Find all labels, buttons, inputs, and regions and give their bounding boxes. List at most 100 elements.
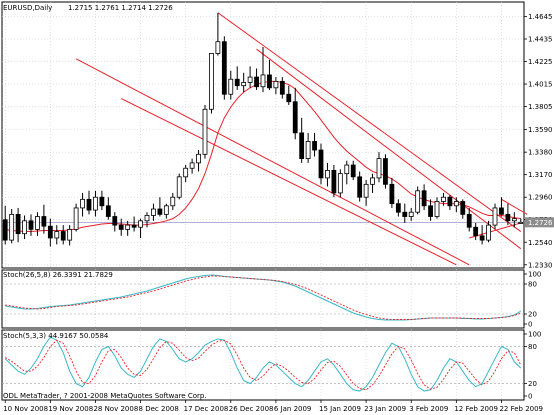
candle[interactable]: [189, 158, 195, 174]
candle[interactable]: [350, 160, 356, 181]
candle[interactable]: [511, 212, 517, 228]
candle[interactable]: [215, 12, 221, 56]
candle[interactable]: [209, 53, 214, 114]
candle-body: [60, 231, 66, 241]
candle[interactable]: [370, 173, 375, 193]
candle[interactable]: [35, 212, 40, 236]
candle-body: [299, 132, 305, 159]
candle[interactable]: [125, 220, 131, 236]
price-panel[interactable]: [2, 12, 528, 266]
candle-body: [247, 76, 253, 83]
candle[interactable]: [453, 197, 459, 213]
candle[interactable]: [2, 205, 8, 245]
candle[interactable]: [363, 180, 369, 206]
candle[interactable]: [428, 199, 433, 221]
candle-body: [447, 196, 453, 207]
candle[interactable]: [99, 190, 105, 211]
candle[interactable]: [163, 203, 169, 219]
candle[interactable]: [234, 66, 240, 90]
candle[interactable]: [492, 203, 498, 230]
candle-body: [331, 169, 337, 194]
candle[interactable]: [337, 169, 343, 198]
candle[interactable]: [60, 225, 66, 245]
candle[interactable]: [292, 87, 298, 140]
candle-body: [466, 213, 472, 228]
candle[interactable]: [28, 214, 34, 236]
candle[interactable]: [86, 190, 92, 215]
candle[interactable]: [305, 132, 311, 163]
candle[interactable]: [499, 197, 504, 217]
candle[interactable]: [151, 203, 156, 221]
candle[interactable]: [196, 150, 201, 172]
candle[interactable]: [73, 203, 79, 232]
candle[interactable]: [54, 225, 60, 245]
candle[interactable]: [67, 225, 73, 246]
candle[interactable]: [344, 160, 350, 185]
candle[interactable]: [260, 47, 266, 93]
candle[interactable]: [183, 165, 189, 183]
candle[interactable]: [325, 162, 330, 187]
candle[interactable]: [505, 203, 511, 226]
candle[interactable]: [415, 186, 421, 215]
candle[interactable]: [318, 143, 324, 185]
candle[interactable]: [41, 204, 47, 234]
candle[interactable]: [80, 192, 85, 217]
candle-body: [151, 208, 156, 216]
candle[interactable]: [383, 154, 388, 189]
candle[interactable]: [202, 104, 208, 159]
candle[interactable]: [473, 222, 479, 241]
candle[interactable]: [466, 207, 472, 232]
candle[interactable]: [47, 218, 53, 247]
candle[interactable]: [273, 77, 279, 95]
candle[interactable]: [279, 77, 285, 99]
candle[interactable]: [22, 215, 27, 240]
candle[interactable]: [267, 59, 272, 90]
candle[interactable]: [176, 173, 182, 200]
candle[interactable]: [221, 36, 227, 100]
candle[interactable]: [486, 220, 491, 243]
candle-body: [518, 221, 524, 224]
candle-body: [312, 141, 317, 151]
candle[interactable]: [331, 165, 337, 198]
candle[interactable]: [131, 216, 137, 232]
price-tick-label: 1.4435: [528, 36, 553, 44]
candle[interactable]: [9, 209, 15, 244]
candle-body: [453, 201, 459, 207]
candle-body: [486, 224, 491, 241]
candle[interactable]: [479, 225, 485, 245]
price-tick-label: 1.4645: [528, 13, 553, 21]
stoch-panel-1[interactable]: [2, 274, 524, 321]
candle[interactable]: [254, 68, 259, 90]
candle[interactable]: [312, 132, 317, 157]
candle[interactable]: [389, 177, 395, 208]
candle[interactable]: [286, 85, 292, 105]
candle[interactable]: [228, 70, 234, 100]
candle[interactable]: [434, 197, 440, 219]
candle[interactable]: [408, 207, 414, 221]
candle[interactable]: [441, 192, 446, 206]
candle[interactable]: [170, 192, 176, 211]
candle[interactable]: [395, 199, 401, 217]
candle[interactable]: [247, 66, 253, 88]
candle[interactable]: [357, 171, 363, 202]
candle[interactable]: [460, 199, 466, 219]
candle[interactable]: [15, 207, 21, 243]
copyright-text: ODL MetaTrader, ? 2001-2008 MetaQuotes S…: [3, 392, 207, 400]
candle[interactable]: [138, 218, 143, 238]
candle[interactable]: [112, 212, 118, 232]
price-tick-label: 1.3380: [528, 149, 553, 157]
candle[interactable]: [402, 203, 408, 223]
candle[interactable]: [105, 197, 111, 220]
candle[interactable]: [157, 197, 163, 217]
candle[interactable]: [241, 72, 247, 93]
candle[interactable]: [93, 190, 98, 217]
candle[interactable]: [518, 218, 524, 224]
stoch-panel-2[interactable]: [2, 336, 524, 392]
candle[interactable]: [447, 195, 453, 211]
candle[interactable]: [376, 152, 382, 183]
candle[interactable]: [118, 218, 124, 236]
candle[interactable]: [421, 184, 427, 211]
candle-body: [254, 76, 259, 88]
candle[interactable]: [144, 212, 150, 228]
candle[interactable]: [299, 117, 305, 163]
